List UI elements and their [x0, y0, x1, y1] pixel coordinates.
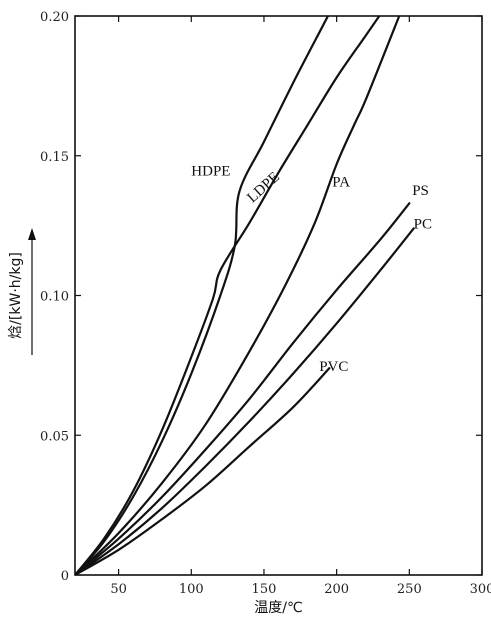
x-tick-label: 150 — [252, 582, 277, 597]
y-axis-title: 焓/[kW·h/kg] — [8, 252, 24, 339]
series-line-ps — [75, 202, 411, 575]
y-tick-label: 0.10 — [40, 290, 69, 305]
series-line-pa — [75, 16, 401, 575]
series-label-pvc: PVC — [319, 359, 348, 375]
x-tick-label: 100 — [179, 582, 204, 597]
y-axis-title-arrow-head — [28, 228, 36, 240]
series-label-hdpe: HDPE — [191, 163, 230, 179]
y-tick-label: 0.15 — [40, 150, 69, 165]
y-tick-label: 0.20 — [40, 10, 69, 25]
series-line-hdpe — [75, 16, 330, 575]
x-tick-label: 200 — [324, 582, 349, 597]
series-line-ldpe — [75, 16, 381, 575]
y-tick-label: 0.05 — [40, 429, 69, 444]
ticks-group: 50 100 150 200 250 300 0 0.05 0.10 0.15 0.20 — [40, 10, 491, 597]
series-label-ldpe: LDPE — [244, 169, 283, 206]
labels-group: HDPE LDPE PA PS PC PVC — [191, 163, 432, 375]
series-group — [75, 16, 415, 575]
x-tick-label: 50 — [110, 582, 127, 597]
x-tick-label: 250 — [397, 582, 422, 597]
series-label-ps: PS — [412, 183, 429, 199]
series-line-pc — [75, 227, 415, 575]
x-axis-title: 温度/℃ — [254, 600, 302, 616]
series-label-pc: PC — [414, 216, 432, 232]
x-tick-label: 300 — [470, 582, 491, 597]
series-label-pa: PA — [332, 174, 350, 190]
series-line-pvc — [75, 367, 331, 575]
y-tick-label: 0 — [61, 569, 69, 584]
axes-group — [28, 15, 483, 576]
